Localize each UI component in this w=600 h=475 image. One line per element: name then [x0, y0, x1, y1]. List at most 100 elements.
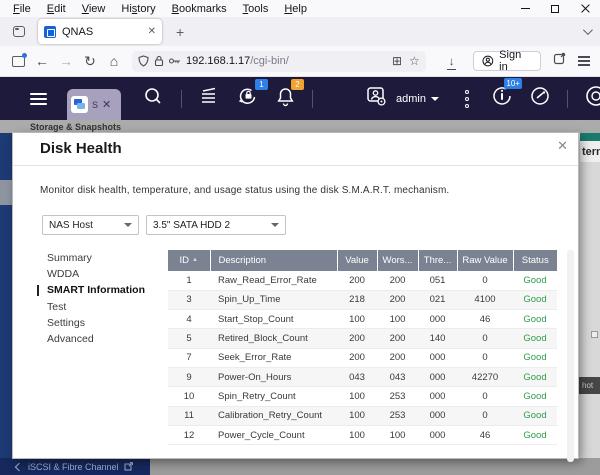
table-cell: 46 [457, 310, 513, 329]
status-badge: Good [513, 348, 557, 367]
dialog-close-icon[interactable]: ✕ [557, 138, 568, 154]
table-cell: 100 [337, 310, 377, 329]
table-row[interactable]: 1Raw_Read_Error_Rate2002000510Good [168, 271, 557, 290]
table-row[interactable]: 9Power-On_Hours04304300042270Good [168, 367, 557, 386]
bookmark-star-icon[interactable]: ☆ [409, 55, 420, 67]
firefox-view-icon[interactable] [8, 22, 30, 42]
url-text[interactable]: 192.168.1.17/cgi-bin/ [186, 55, 385, 67]
table-cell: Calibration_Retry_Count [210, 406, 337, 425]
nav-item-advanced[interactable]: Advanced [47, 331, 145, 347]
table-cell: 200 [337, 348, 377, 367]
smart-table: ID▲DescriptionValueWors...Thre...Raw Val… [168, 250, 557, 445]
sign-in-label: Sign in [499, 49, 532, 73]
address-bar[interactable]: 192.168.1.17/cgi-bin/ ⊞ ☆ [132, 51, 426, 72]
nav-item-settings[interactable]: Settings [47, 315, 145, 331]
table-cell: 000 [418, 406, 457, 425]
menu-item-edit[interactable]: Edit [42, 2, 71, 16]
app-menu-icon[interactable] [578, 56, 590, 65]
disk-select[interactable]: 3.5" SATA HDD 2 [146, 215, 286, 235]
menu-item-bookmarks[interactable]: Bookmarks [167, 2, 232, 16]
menu-item-file[interactable]: File [8, 2, 36, 16]
column-header-description[interactable]: Description [210, 250, 337, 271]
back-icon[interactable]: ← [30, 53, 54, 69]
admin-user-label[interactable]: admin [396, 93, 426, 105]
admin-caret-icon[interactable] [431, 97, 439, 101]
column-header-wors[interactable]: Wors... [377, 250, 418, 271]
app-tab-close-icon[interactable]: ✕ [102, 98, 111, 111]
table-cell: 1 [168, 271, 210, 290]
list-all-tabs-icon[interactable] [583, 28, 590, 35]
browser-tab[interactable]: QNAS ✕ [38, 19, 162, 44]
home-icon[interactable]: ⌂ [102, 53, 126, 69]
downloads-icon[interactable]: ↓ [444, 54, 460, 68]
iscsi-fibre-channel-link[interactable]: iSCSI & Fibre Channel [0, 458, 150, 475]
firefox-view-toolbar-icon[interactable] [6, 56, 30, 67]
column-header-status[interactable]: Status [513, 250, 557, 271]
save-to-library-icon[interactable]: ⊞ [392, 55, 402, 67]
menu-bar-items: File Edit View History Bookmarks Tools Help [8, 2, 318, 16]
background-gray-area [150, 458, 600, 475]
minimize-button[interactable] [510, 1, 540, 16]
notifications-bell-icon[interactable]: 2 [276, 86, 295, 112]
table-row[interactable]: 4Start_Stop_Count10010000046Good [168, 310, 557, 329]
system-info-icon[interactable]: 10+ [491, 85, 513, 112]
disk-health-dialog: Disk Health ✕ Monitor disk health, tempe… [13, 133, 578, 458]
tab-close-icon[interactable]: ✕ [148, 26, 156, 37]
table-row[interactable]: 11Calibration_Retry_Count1002530000Good [168, 406, 557, 425]
extension-icon[interactable] [553, 52, 566, 70]
tab-title: QNAS [62, 26, 148, 38]
column-header-value[interactable]: Value [337, 250, 377, 271]
open-app-tab[interactable]: S ✕ [67, 89, 121, 120]
table-row[interactable]: 5Retired_Block_Count2002001400Good [168, 329, 557, 348]
user-profile-icon[interactable] [365, 85, 389, 112]
new-tab-button[interactable]: + [172, 24, 188, 40]
lock-icon[interactable] [154, 55, 164, 67]
table-cell: Retired_Block_Count [210, 329, 337, 348]
support-icon[interactable] [580, 84, 600, 113]
nav-item-test[interactable]: Test [47, 299, 145, 315]
host-select[interactable]: NAS Host [42, 215, 139, 235]
menu-item-view[interactable]: View [77, 2, 111, 16]
search-icon[interactable] [143, 86, 163, 111]
shield-icon[interactable] [138, 55, 149, 67]
app-tab-label: S [92, 100, 98, 110]
status-badge: Good [513, 425, 557, 444]
table-cell: 0 [457, 348, 513, 367]
table-row[interactable]: 3Spin_Up_Time2182000214100Good [168, 290, 557, 309]
maximize-button[interactable] [540, 1, 570, 16]
close-window-button[interactable] [570, 1, 600, 16]
dialog-scrollbar[interactable] [567, 250, 574, 462]
column-header-thre[interactable]: Thre... [418, 250, 457, 271]
background-chip-fragment: hot [579, 377, 600, 394]
table-row[interactable]: 7Seek_Error_Rate2002000000Good [168, 348, 557, 367]
background-tasks-icon[interactable] [198, 86, 219, 111]
table-cell: 10 [168, 387, 210, 406]
sync-status-icon[interactable]: 1 [237, 86, 259, 112]
browser-tab-strip: QNAS ✕ + [0, 17, 600, 46]
table-cell: 000 [418, 348, 457, 367]
browser-menu-bar: File Edit View History Bookmarks Tools Help [0, 0, 600, 17]
table-row[interactable]: 12Power_Cycle_Count10010000046Good [168, 425, 557, 444]
reload-icon[interactable]: ↻ [78, 53, 102, 70]
menu-item-history[interactable]: History [116, 2, 160, 16]
column-header-raw-value[interactable]: Raw Value [457, 250, 513, 271]
menu-item-tools[interactable]: Tools [238, 2, 274, 16]
table-cell: 000 [418, 387, 457, 406]
table-cell: 253 [377, 406, 418, 425]
table-row[interactable]: 10Spin_Retry_Count1002530000Good [168, 387, 557, 406]
menu-item-help[interactable]: Help [279, 2, 312, 16]
sign-in-button[interactable]: Sign in [473, 51, 541, 71]
nav-item-summary[interactable]: Summary [47, 250, 145, 266]
table-cell: 11 [168, 406, 210, 425]
resource-monitor-icon[interactable] [529, 85, 551, 112]
table-cell: 200 [377, 348, 418, 367]
forward-icon[interactable]: → [54, 53, 78, 69]
main-menu-icon[interactable] [30, 93, 47, 105]
more-options-icon[interactable] [465, 90, 469, 108]
nav-item-smart-information[interactable]: SMART Information [47, 282, 145, 298]
table-cell: 200 [337, 329, 377, 348]
nav-item-wdda[interactable]: WDDA [47, 266, 145, 282]
column-header-id[interactable]: ID▲ [168, 250, 210, 271]
table-cell: 051 [418, 271, 457, 290]
key-icon[interactable] [168, 55, 181, 67]
